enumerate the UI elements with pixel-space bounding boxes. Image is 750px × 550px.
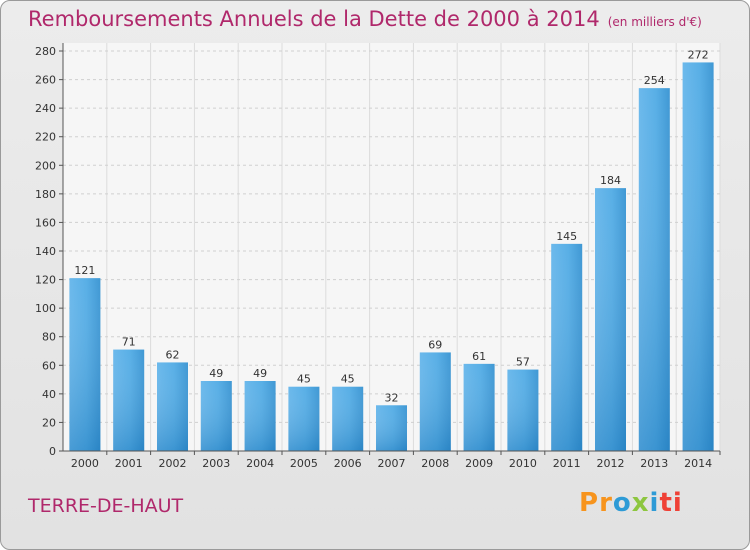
- bar-value-label: 254: [644, 74, 665, 87]
- bar-value-label: 121: [74, 264, 95, 277]
- logo-letter: r: [599, 488, 613, 518]
- bar-shade-2008: [419, 352, 451, 451]
- bar-shade-2014: [682, 62, 714, 452]
- x-tick-label: 2008: [421, 457, 449, 470]
- x-tick-label: 2003: [202, 457, 230, 470]
- bar-value-label: 69: [428, 338, 442, 351]
- logo-letter: ti: [659, 488, 683, 518]
- bar-value-label: 145: [556, 230, 577, 243]
- y-tick-label: 240: [35, 102, 56, 115]
- x-tick-label: 2002: [159, 457, 187, 470]
- bar-shade-2007: [376, 405, 407, 451]
- y-tick-label: 160: [35, 216, 56, 229]
- bar-shade-2000: [69, 278, 101, 451]
- bar-value-label: 62: [166, 348, 180, 361]
- logo-letter: o: [612, 488, 632, 518]
- proxiti-logo[interactable]: Proxiti: [579, 488, 683, 518]
- y-tick-label: 200: [35, 159, 56, 172]
- x-tick-label: 2000: [71, 457, 99, 470]
- bar-shade-2001: [113, 349, 145, 451]
- bar-value-label: 49: [253, 367, 267, 380]
- chart-title: Remboursements Annuels de la Dette de 20…: [28, 7, 702, 31]
- y-tick-label: 40: [42, 388, 56, 401]
- logo-letter: i: [649, 488, 660, 518]
- bar-value-label: 49: [209, 367, 223, 380]
- x-tick-label: 2009: [465, 457, 493, 470]
- bar-shade-2011: [551, 243, 583, 451]
- bar-value-label: 57: [516, 356, 530, 369]
- bar-value-label: 272: [688, 48, 709, 61]
- bar-value-label: 45: [341, 373, 355, 386]
- place-name: TERRE-DE-HAUT: [28, 495, 184, 517]
- x-tick-label: 2014: [684, 457, 712, 470]
- y-tick-label: 280: [35, 45, 56, 58]
- bar-shade-2002: [157, 362, 188, 451]
- bar-value-label: 71: [122, 336, 136, 349]
- bar-value-label: 32: [385, 391, 399, 404]
- x-tick-label: 2013: [640, 457, 668, 470]
- chart-title-text: Remboursements Annuels de la Dette de 20…: [28, 7, 600, 31]
- x-tick-label: 2004: [246, 457, 274, 470]
- logo-letter: P: [579, 488, 600, 518]
- bar-value-label: 184: [600, 174, 621, 187]
- y-tick-label: 120: [35, 274, 56, 287]
- chart-subtitle: (en milliers d'€): [607, 15, 702, 29]
- y-tick-label: 140: [35, 245, 56, 258]
- x-tick-label: 2001: [115, 457, 143, 470]
- bar-shade-2012: [595, 188, 626, 451]
- x-tick-label: 2005: [290, 457, 318, 470]
- y-tick-label: 60: [42, 359, 56, 372]
- bar-shade-2010: [507, 369, 539, 451]
- bar-shade-2013: [638, 88, 670, 452]
- y-tick-label: 80: [42, 331, 56, 344]
- x-tick-label: 2011: [553, 457, 581, 470]
- y-tick-label: 100: [35, 302, 56, 315]
- bar-shade-2009: [463, 363, 495, 451]
- y-tick-label: 20: [42, 416, 56, 429]
- y-tick-label: 0: [49, 445, 56, 458]
- bar-value-label: 45: [297, 373, 311, 386]
- y-tick-label: 260: [35, 74, 56, 87]
- y-tick-label: 220: [35, 131, 56, 144]
- bar-shade-2003: [200, 381, 232, 451]
- bar-shade-2006: [332, 386, 364, 451]
- bar-value-label: 61: [472, 350, 486, 363]
- x-tick-label: 2012: [597, 457, 625, 470]
- y-tick-label: 180: [35, 188, 56, 201]
- bar-shade-2004: [244, 381, 276, 451]
- bar-shade-2005: [288, 386, 320, 451]
- x-tick-label: 2006: [334, 457, 362, 470]
- x-tick-label: 2007: [378, 457, 406, 470]
- logo-letter: x: [631, 488, 650, 518]
- x-tick-label: 2010: [509, 457, 537, 470]
